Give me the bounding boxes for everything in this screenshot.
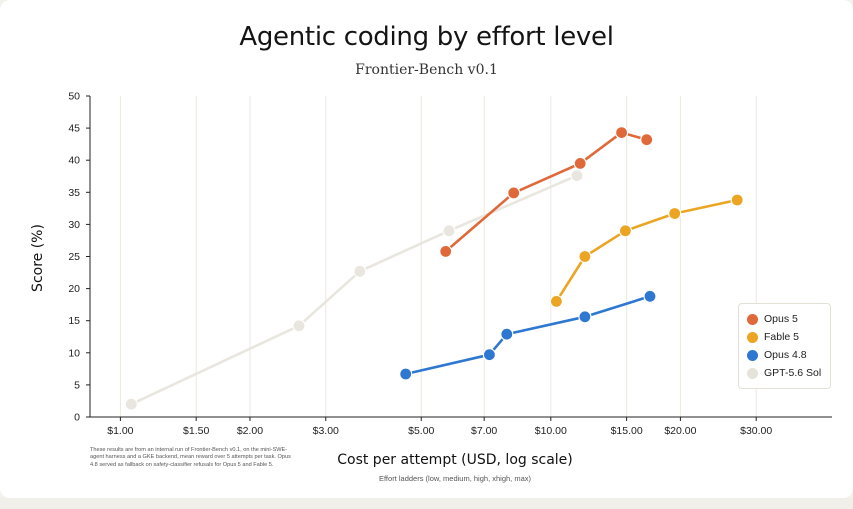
legend-item-opus-5: Opus 5 [747, 310, 830, 328]
x-tick-label: $7.00 [471, 425, 497, 437]
x-axis-label: Cost per attempt (USD, log scale) [337, 452, 573, 468]
data-point-opus-5 [640, 133, 654, 147]
y-tick-label: 15 [68, 315, 80, 327]
chart-subtitle: Frontier-Bench v0.1 [355, 62, 498, 78]
legend-label: Opus 5 [764, 313, 798, 325]
legend-label: Opus 4.8 [764, 349, 807, 361]
x-tick-label: $1.00 [107, 425, 133, 437]
data-point-opus-5 [614, 126, 629, 140]
y-tick-label: 5 [74, 379, 80, 391]
series-line-opus-5 [444, 131, 649, 253]
y-tick-label: 50 [68, 91, 80, 103]
data-point-fable-5 [578, 249, 592, 264]
data-point-opus-4-8 [578, 310, 592, 324]
legend-item-fable-5: Fable 5 [747, 328, 830, 346]
data-point-gpt-5-6-sol [292, 319, 306, 333]
data-point-opus-4-8 [399, 367, 413, 381]
data-point-fable-5 [730, 193, 744, 207]
x-axis-note: Effort ladders (low, medium, high, xhigh… [378, 474, 531, 483]
y-tick-label: 30 [68, 219, 80, 231]
legend-swatch-opus-5 [747, 313, 758, 325]
data-point-opus-4-8 [500, 327, 514, 341]
bottom-strip [0, 498, 853, 509]
data-point-fable-5 [549, 294, 564, 308]
data-point-opus-4-8 [643, 289, 657, 303]
legend-item-opus-4-8: Opus 4.8 [747, 346, 830, 364]
data-point-gpt-5-6-sol [124, 397, 138, 411]
x-tick-label: $2.00 [237, 425, 263, 437]
legend-swatch-fable-5 [747, 331, 758, 343]
x-tick-label: $1.50 [183, 425, 209, 437]
data-point-gpt-5-6-sol [442, 224, 456, 238]
chart-title: Agentic coding by effort level [239, 22, 614, 52]
data-point-fable-5 [668, 206, 682, 221]
y-tick-label: 35 [68, 187, 80, 199]
x-tick-label: $30.00 [740, 425, 772, 437]
data-point-gpt-5-6-sol [353, 264, 367, 278]
series-line-opus-4-8 [404, 294, 652, 376]
data-point-opus-4-8 [482, 348, 496, 362]
data-point-fable-5 [618, 224, 633, 238]
series-line-gpt-5-6-sol [130, 174, 579, 406]
x-tick-label: $3.00 [313, 425, 339, 437]
y-tick-label: 25 [68, 251, 80, 263]
x-tick-label: $15.00 [611, 425, 643, 437]
y-tick-label: 20 [68, 283, 80, 295]
y-tick-label: 10 [68, 347, 80, 359]
y-tick-label: 45 [68, 123, 80, 135]
data-point-opus-5 [439, 244, 453, 258]
data-point-gpt-5-6-sol [570, 169, 584, 183]
y-axis-label: Score (%) [30, 224, 46, 292]
x-tick-label: $10.00 [535, 425, 567, 437]
legend-label: Fable 5 [764, 331, 800, 343]
chart-card [0, 0, 853, 498]
y-tick-label: 0 [74, 412, 80, 424]
y-tick-label: 40 [68, 155, 80, 167]
footnote: These results are from an internal run o… [90, 447, 291, 468]
data-point-opus-5 [507, 186, 521, 200]
legend-swatch-opus-4-8 [747, 349, 758, 361]
legend: Opus 5 Fable 5 Opus 4.8 GPT-5.6 Sol [738, 303, 831, 389]
legend-label: GPT-5.6 Sol [764, 367, 822, 379]
x-tick-label: $20.00 [664, 425, 696, 437]
data-point-opus-5 [573, 156, 587, 170]
legend-swatch-gpt-5-6-sol [747, 367, 758, 379]
legend-item-gpt-5-6-sol: GPT-5.6 Sol [747, 364, 830, 382]
x-tick-label: $5.00 [408, 425, 434, 437]
